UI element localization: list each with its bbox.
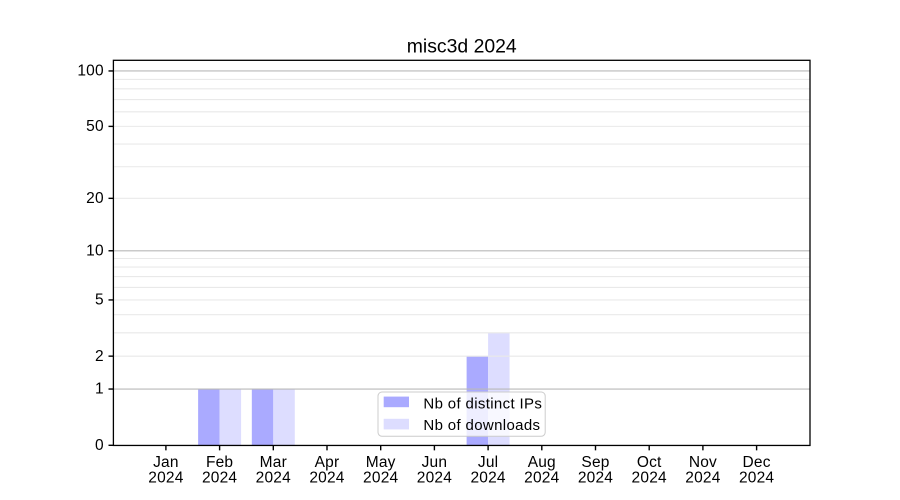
svg-text:2024: 2024 xyxy=(632,469,667,486)
svg-text:Aug: Aug xyxy=(528,454,556,471)
svg-text:May: May xyxy=(366,454,396,471)
svg-text:Oct: Oct xyxy=(637,454,662,471)
svg-text:Jul: Jul xyxy=(478,454,498,471)
svg-text:1: 1 xyxy=(95,381,104,398)
svg-text:2024: 2024 xyxy=(309,469,344,486)
svg-text:Jan: Jan xyxy=(153,454,179,471)
svg-text:2024: 2024 xyxy=(685,469,720,486)
svg-text:Jun: Jun xyxy=(422,454,448,471)
svg-text:Nb of distinct IPs: Nb of distinct IPs xyxy=(423,396,542,413)
svg-text:20: 20 xyxy=(86,190,104,207)
svg-text:Feb: Feb xyxy=(206,454,233,471)
svg-text:Dec: Dec xyxy=(743,454,771,471)
svg-text:2024: 2024 xyxy=(578,469,613,486)
svg-text:2024: 2024 xyxy=(524,469,559,486)
svg-text:Nov: Nov xyxy=(689,454,717,471)
svg-text:2024: 2024 xyxy=(148,469,183,486)
svg-text:100: 100 xyxy=(77,63,104,80)
svg-text:0: 0 xyxy=(95,437,104,454)
svg-text:Sep: Sep xyxy=(581,454,609,471)
svg-text:2024: 2024 xyxy=(739,469,774,486)
svg-text:2024: 2024 xyxy=(363,469,398,486)
svg-text:misc3d 2024: misc3d 2024 xyxy=(407,36,517,58)
svg-text:Nb of downloads: Nb of downloads xyxy=(423,417,540,434)
svg-text:2024: 2024 xyxy=(202,469,237,486)
svg-text:Mar: Mar xyxy=(260,454,287,471)
svg-text:Apr: Apr xyxy=(315,454,340,471)
svg-text:5: 5 xyxy=(95,292,104,309)
svg-text:2024: 2024 xyxy=(256,469,291,486)
svg-text:2024: 2024 xyxy=(417,469,452,486)
svg-text:2024: 2024 xyxy=(470,469,505,486)
svg-text:2: 2 xyxy=(95,348,104,365)
svg-text:50: 50 xyxy=(86,118,104,135)
svg-text:10: 10 xyxy=(86,242,104,259)
